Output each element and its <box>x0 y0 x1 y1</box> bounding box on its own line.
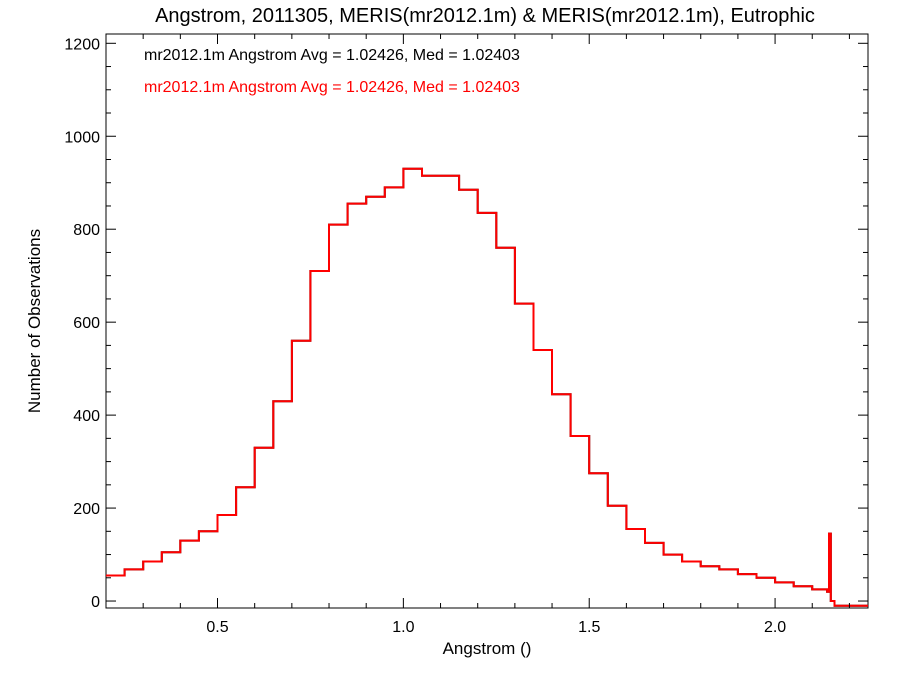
x-tick-label: 0.5 <box>206 619 228 636</box>
chart-title: Angstrom, 2011305, MERIS(mr2012.1m) & ME… <box>155 5 815 27</box>
legend-entry-1: mr2012.1m Angstrom Avg = 1.02426, Med = … <box>144 47 520 64</box>
y-tick-label: 1200 <box>64 36 100 53</box>
legend-entry-2: mr2012.1m Angstrom Avg = 1.02426, Med = … <box>144 79 520 96</box>
x-tick-label: 1.0 <box>392 619 414 636</box>
y-tick-label: 0 <box>91 594 100 611</box>
y-tick-label: 600 <box>73 315 100 332</box>
series-line-1 <box>106 167 868 607</box>
x-tick-label: 1.5 <box>578 619 600 636</box>
series-line-2 <box>106 167 868 607</box>
y-tick-label: 1000 <box>64 129 100 146</box>
x-tick-label: 2.0 <box>764 619 786 636</box>
y-axis-label: Number of Observations <box>25 229 44 413</box>
plot-frame <box>105 33 869 609</box>
ticks-layer: 0.5 1.0 1.5 2.0 0 200 400 600 800 1000 1200 <box>64 34 868 636</box>
y-tick-label: 200 <box>73 501 100 518</box>
series-layer <box>106 167 868 607</box>
x-axis-label: Angstrom () <box>443 639 532 658</box>
y-tick-label: 400 <box>73 408 100 425</box>
y-tick-label: 800 <box>73 222 100 239</box>
